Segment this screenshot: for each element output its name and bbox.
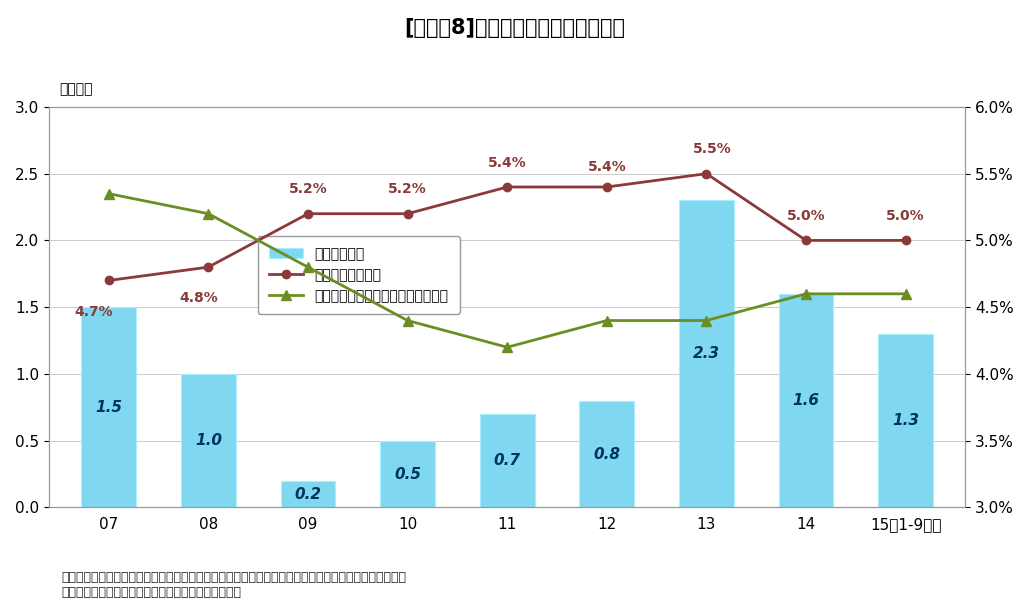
Text: 4.7%: 4.7%	[74, 305, 113, 319]
Bar	[878, 334, 933, 508]
Text: 5.4%: 5.4%	[488, 156, 527, 170]
既存ポート利回り（対総資産、右）	[501, 344, 513, 351]
Bar	[480, 414, 535, 508]
取得利回り（右）	[701, 170, 713, 178]
Text: （出所）開示資料をもとにニッセイ基礎研究所が作成: （出所）開示資料をもとにニッセイ基礎研究所が作成	[62, 586, 242, 599]
Text: 5.0%: 5.0%	[886, 209, 925, 223]
Line: 取得利回り（右）: 取得利回り（右）	[105, 170, 910, 285]
Text: 4.8%: 4.8%	[179, 291, 218, 305]
Line: 既存ポート利回り（対総資産、右）: 既存ポート利回り（対総資産、右）	[104, 189, 911, 352]
Bar	[281, 481, 335, 508]
Bar	[81, 307, 136, 508]
Bar	[181, 374, 236, 508]
Bar	[380, 441, 435, 508]
取得利回り（右）	[301, 210, 314, 217]
取得利回り（右）	[202, 263, 214, 271]
Text: 1.3: 1.3	[892, 413, 919, 428]
既存ポート利回り（対総資産、右）	[601, 317, 613, 324]
取得利回り（右）	[601, 184, 613, 191]
Bar	[679, 201, 734, 508]
既存ポート利回り（対総資産、右）	[202, 210, 214, 217]
Text: [図表－8]：物件取得額と取得利回り: [図表－8]：物件取得額と取得利回り	[404, 18, 625, 38]
既存ポート利回り（対総資産、右）	[899, 290, 912, 297]
取得利回り（右）	[800, 237, 812, 244]
Text: 1.5: 1.5	[96, 400, 122, 415]
既存ポート利回り（対総資産、右）	[401, 317, 414, 324]
取得利回り（右）	[103, 277, 115, 284]
Text: 1.6: 1.6	[792, 393, 819, 408]
Text: 0.5: 0.5	[394, 466, 421, 482]
既存ポート利回り（対総資産、右）	[103, 190, 115, 198]
取得利回り（右）	[501, 184, 513, 191]
既存ポート利回り（対総資産、右）	[800, 290, 812, 297]
Text: 0.2: 0.2	[294, 486, 321, 502]
Text: （注）引渡しベース（優先出資証券は除く）。新規上場以前に取得した物件は上場日に取得したと想定: （注）引渡しベース（優先出資証券は除く）。新規上場以前に取得した物件は上場日に取…	[62, 571, 406, 584]
Legend: 取得額（左）, 取得利回り（右）, 既存ポート利回り（対総資産、右）: 取得額（左）, 取得利回り（右）, 既存ポート利回り（対総資産、右）	[257, 236, 460, 314]
既存ポート利回り（対総資産、右）	[301, 263, 314, 271]
Text: 0.8: 0.8	[594, 446, 620, 461]
Text: （兆円）: （兆円）	[59, 82, 93, 96]
Text: 5.2%: 5.2%	[388, 182, 427, 196]
取得利回り（右）	[401, 210, 414, 217]
Text: 5.2%: 5.2%	[288, 182, 327, 196]
Text: 0.7: 0.7	[494, 453, 521, 468]
取得利回り（右）	[899, 237, 912, 244]
Bar	[579, 401, 634, 508]
Text: 5.5%: 5.5%	[693, 142, 732, 156]
Bar	[779, 294, 833, 508]
Text: 1.0: 1.0	[194, 434, 222, 448]
Text: 5.4%: 5.4%	[588, 160, 627, 174]
Text: 2.3: 2.3	[693, 347, 720, 361]
既存ポート利回り（対総資産、右）	[701, 317, 713, 324]
Text: 5.0%: 5.0%	[787, 209, 825, 223]
